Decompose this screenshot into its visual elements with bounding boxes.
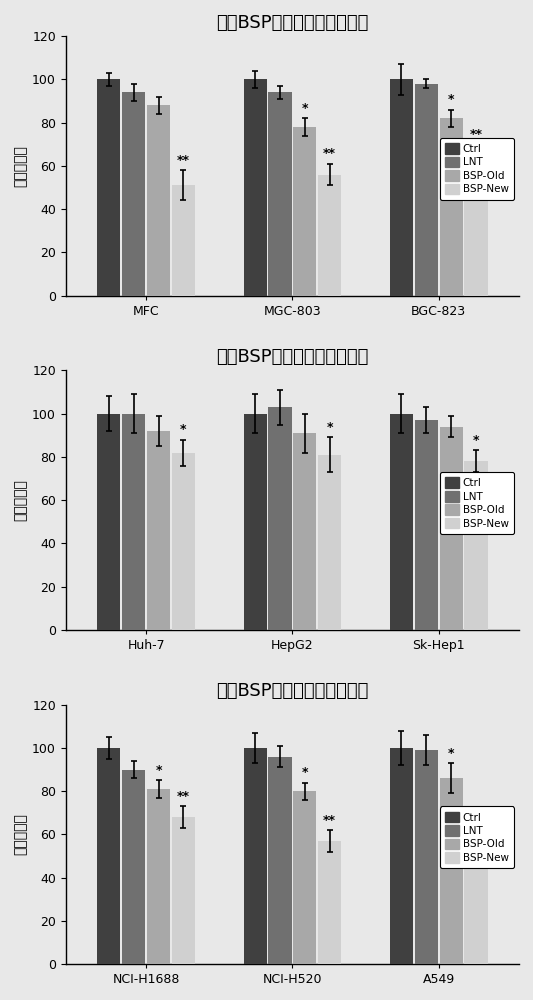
Bar xyxy=(318,841,341,964)
Bar xyxy=(269,757,292,964)
Title: 新旧BSP对肺癌抑制作用对比: 新旧BSP对肺癌抑制作用对比 xyxy=(216,682,368,700)
Bar xyxy=(97,414,120,630)
Bar xyxy=(172,817,195,964)
Bar xyxy=(415,420,438,630)
Bar xyxy=(293,791,317,964)
Bar xyxy=(147,789,170,964)
Text: *: * xyxy=(473,434,479,447)
Text: **: ** xyxy=(470,128,482,141)
Bar xyxy=(172,453,195,630)
Legend: Ctrl, LNT, BSP-Old, BSP-New: Ctrl, LNT, BSP-Old, BSP-New xyxy=(440,806,514,868)
Bar xyxy=(97,748,120,964)
Bar xyxy=(440,427,463,630)
Bar xyxy=(390,414,413,630)
Bar xyxy=(147,431,170,630)
Bar xyxy=(293,127,317,296)
Text: **: ** xyxy=(323,147,336,160)
Bar xyxy=(390,79,413,296)
Bar xyxy=(464,461,488,630)
Bar xyxy=(440,118,463,296)
Bar xyxy=(415,750,438,964)
Text: *: * xyxy=(448,93,454,106)
Bar xyxy=(244,748,266,964)
Bar xyxy=(293,433,317,630)
Bar xyxy=(97,79,120,296)
Y-axis label: 细胞存活率: 细胞存活率 xyxy=(14,145,28,187)
Text: *: * xyxy=(302,766,308,779)
Bar xyxy=(122,92,145,296)
Text: **: ** xyxy=(177,790,190,803)
Text: *: * xyxy=(448,747,454,760)
Text: *: * xyxy=(326,421,333,434)
Text: *: * xyxy=(302,102,308,115)
Bar xyxy=(244,79,266,296)
Y-axis label: 细胞存活率: 细胞存活率 xyxy=(14,479,28,521)
Legend: Ctrl, LNT, BSP-Old, BSP-New: Ctrl, LNT, BSP-Old, BSP-New xyxy=(440,472,514,534)
Bar xyxy=(390,748,413,964)
Bar xyxy=(318,175,341,296)
Title: 新旧BSP对肝癌抑制作用对比: 新旧BSP对肝癌抑制作用对比 xyxy=(216,348,368,366)
Bar xyxy=(318,455,341,630)
Bar xyxy=(464,155,488,296)
Bar xyxy=(147,105,170,296)
Y-axis label: 细胞存活率: 细胞存活率 xyxy=(14,813,28,855)
Bar xyxy=(122,770,145,964)
Text: *: * xyxy=(155,764,162,777)
Bar xyxy=(415,84,438,296)
Legend: Ctrl, LNT, BSP-Old, BSP-New: Ctrl, LNT, BSP-Old, BSP-New xyxy=(440,138,514,200)
Bar xyxy=(122,414,145,630)
Text: *: * xyxy=(180,423,187,436)
Text: **: ** xyxy=(323,814,336,827)
Text: **: ** xyxy=(470,812,482,825)
Bar xyxy=(269,407,292,630)
Bar xyxy=(172,185,195,296)
Bar xyxy=(464,837,488,964)
Text: **: ** xyxy=(177,154,190,167)
Bar xyxy=(440,778,463,964)
Bar xyxy=(244,414,266,630)
Bar xyxy=(269,92,292,296)
Title: 新旧BSP对胃癌抑制作用对比: 新旧BSP对胃癌抑制作用对比 xyxy=(216,14,368,32)
